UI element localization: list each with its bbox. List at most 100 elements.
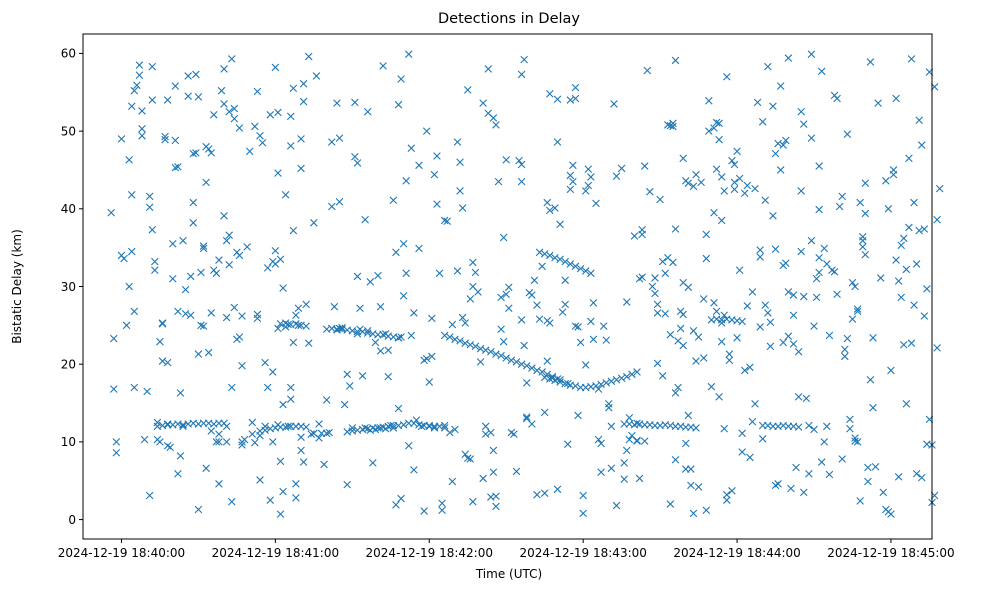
data-point (571, 94, 580, 103)
data-point (158, 320, 167, 328)
data-point (453, 267, 462, 275)
data-point (751, 400, 759, 408)
data-point (140, 435, 149, 444)
data-point (679, 310, 687, 319)
data-point (225, 231, 233, 240)
data-point (651, 289, 659, 298)
data-point (815, 205, 823, 214)
data-point (587, 317, 595, 326)
data-point (499, 337, 508, 346)
data-point (794, 393, 803, 401)
data-point (289, 84, 298, 93)
data-point (892, 256, 900, 264)
data-point (466, 340, 475, 349)
data-point (376, 302, 385, 311)
data-point (389, 424, 398, 432)
data-point (910, 301, 918, 309)
data-point (841, 352, 849, 361)
data-point (846, 415, 854, 424)
data-point (245, 147, 254, 156)
data-point (415, 161, 423, 170)
data-point (351, 152, 359, 161)
data-point (358, 372, 367, 380)
data-point (425, 378, 434, 386)
data-point (156, 337, 164, 346)
data-point (535, 248, 544, 257)
data-point (517, 177, 526, 186)
data-point (474, 288, 482, 296)
data-point (761, 196, 770, 205)
data-point (253, 314, 262, 323)
data-point (186, 272, 195, 281)
data-point (533, 366, 541, 375)
data-point (174, 307, 182, 316)
data-point (127, 247, 136, 256)
data-point (397, 75, 405, 83)
data-point (489, 114, 498, 122)
data-point (715, 135, 723, 144)
data-point (230, 114, 239, 123)
data-point (669, 119, 677, 128)
data-point (235, 124, 244, 132)
data-point (769, 102, 777, 111)
data-point (907, 55, 916, 63)
data-point (758, 434, 767, 443)
data-point (599, 322, 608, 330)
data-point (197, 268, 205, 277)
data-point (707, 382, 716, 391)
y-tick-label: 20 (61, 357, 76, 371)
data-point (635, 474, 644, 483)
data-point (166, 443, 174, 452)
data-point (197, 321, 205, 330)
data-point (664, 121, 672, 129)
data-point (543, 357, 552, 365)
data-point (269, 438, 277, 446)
data-point (738, 448, 746, 456)
data-point (184, 72, 192, 80)
x-tick-label: 2024-12-19 18:42:00 (366, 546, 493, 560)
data-point (687, 465, 695, 473)
data-point (815, 162, 823, 170)
data-point (838, 192, 847, 201)
data-point (161, 135, 169, 144)
data-point (204, 348, 213, 357)
data-point (204, 145, 213, 153)
data-point (653, 300, 662, 309)
data-point (684, 411, 693, 420)
data-point (184, 92, 192, 100)
data-point (853, 438, 862, 446)
data-point (756, 253, 764, 261)
data-point (681, 439, 690, 448)
data-point (725, 356, 734, 365)
data-point (207, 427, 216, 435)
data-point (556, 220, 564, 229)
data-point (546, 251, 554, 260)
data-point (712, 307, 721, 316)
data-point (289, 226, 298, 235)
data-point (145, 192, 154, 201)
data-point (276, 510, 285, 518)
data-point (797, 187, 805, 195)
data-point (797, 247, 805, 256)
data-point (605, 403, 613, 412)
data-point (571, 262, 580, 271)
data-point (879, 488, 888, 497)
data-point (917, 141, 926, 149)
data-point (235, 251, 244, 260)
data-point (866, 375, 875, 384)
data-point (802, 394, 811, 403)
data-point (171, 163, 180, 172)
data-point (456, 158, 464, 166)
data-point (851, 434, 859, 442)
data-point (453, 138, 462, 146)
data-point (689, 509, 698, 518)
data-point (530, 276, 539, 285)
data-point (710, 208, 718, 217)
data-point (546, 206, 554, 215)
data-point (556, 255, 564, 264)
data-point (699, 354, 708, 362)
data-point (756, 323, 764, 331)
y-tick-label: 30 (61, 280, 76, 294)
data-point (935, 184, 944, 193)
data-point (399, 239, 408, 248)
